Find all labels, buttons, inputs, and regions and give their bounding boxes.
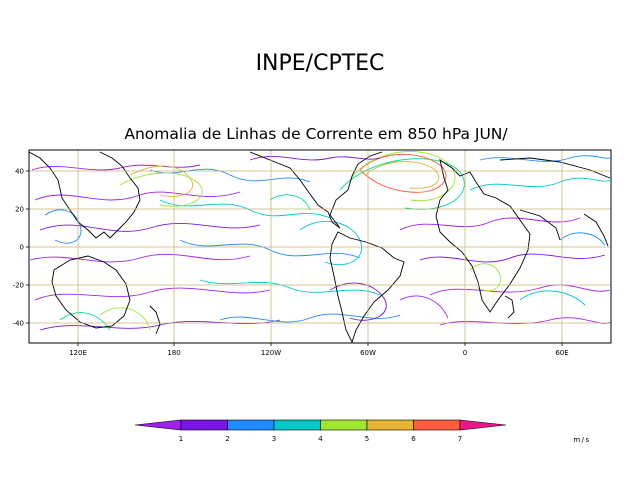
lat-label: -40: [13, 320, 24, 328]
arabia-coast: [519, 209, 561, 241]
lat-label: 40: [15, 168, 24, 176]
north-america-coast: [249, 151, 383, 229]
colorbar-label: 3: [272, 435, 276, 443]
colorbar-segment: [366, 419, 414, 431]
colorbar-segment: [180, 419, 228, 431]
color-bar: 1 2 3 4 5 6 7 m/s: [134, 419, 590, 444]
colorbar-right-arrow: [459, 419, 507, 431]
map-panel: 40 20 0 -20 -40 120E 180 120W 60W 0 60E: [13, 149, 612, 357]
colorbar-segment: [413, 419, 461, 431]
colorbar-segment: [320, 419, 368, 431]
map-background: [29, 150, 611, 343]
map-frame: [28, 149, 612, 344]
asia-coast: [28, 151, 141, 239]
australia-coast: [51, 255, 131, 329]
colorbar-label: 5: [365, 435, 369, 443]
lon-label: 0: [463, 349, 467, 357]
coastlines: [28, 151, 611, 344]
lat-label: 0: [20, 244, 24, 252]
colorbar-segment: [227, 419, 275, 431]
south-america-coast: [329, 231, 405, 344]
map-title: Anomalia de Linhas de Corrente em 850 hP…: [124, 125, 508, 143]
colorbar-label: 6: [411, 435, 416, 443]
india-coast: [583, 213, 609, 247]
madagascar-coast: [504, 295, 515, 319]
new-zealand-coast: [149, 305, 161, 335]
colorbar-segment: [273, 419, 321, 431]
tick-marks: [26, 170, 563, 346]
africa-coast: [435, 159, 531, 313]
lon-label: 60W: [360, 349, 376, 357]
colorbar-label: 1: [179, 435, 183, 443]
colorbar-label: 7: [458, 435, 462, 443]
gridlines: [29, 150, 611, 343]
lat-label: -20: [13, 282, 24, 290]
lon-label: 120W: [261, 349, 281, 357]
lon-label: 60E: [555, 349, 568, 357]
colorbar-label: 2: [225, 435, 229, 443]
lon-label: 120E: [69, 349, 87, 357]
eurasia-coast: [499, 157, 611, 179]
lon-label: 180: [167, 349, 180, 357]
lat-label: 20: [15, 206, 24, 214]
colorbar-unit: m/s: [573, 436, 590, 444]
org-title: INPE/CPTEC: [256, 51, 385, 76]
colorbar-label: 4: [318, 435, 323, 443]
colorbar-left-arrow: [134, 419, 182, 431]
